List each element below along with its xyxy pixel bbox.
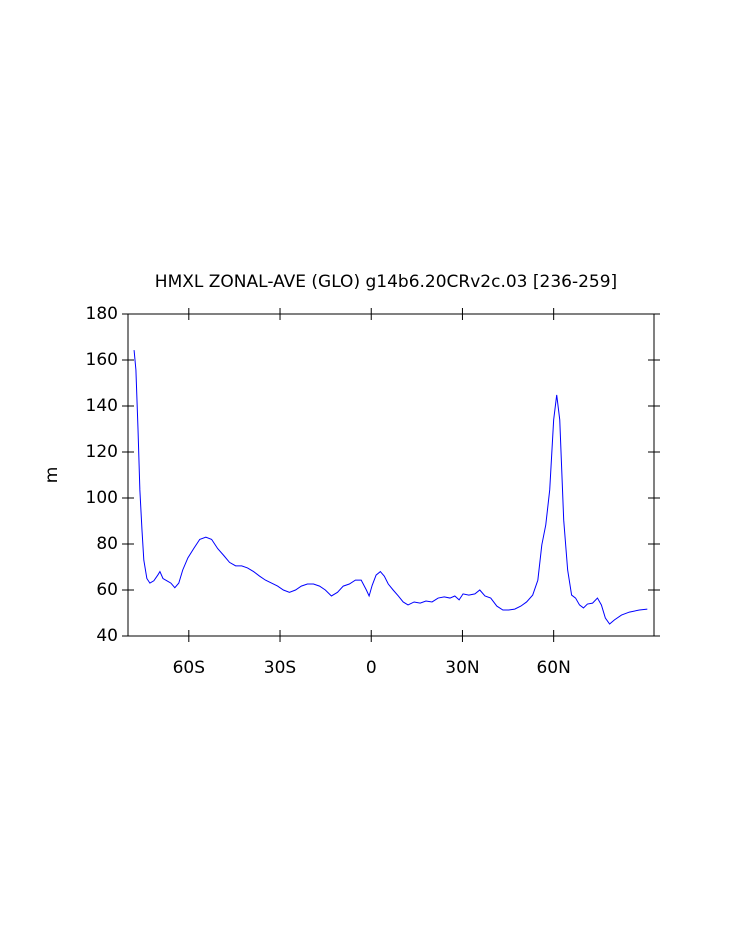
y-tick-label: 80 bbox=[96, 534, 118, 554]
plot-frame bbox=[127, 313, 655, 637]
y-tick-label: 140 bbox=[86, 396, 118, 416]
y-tick-label: 180 bbox=[86, 304, 118, 324]
chart-title: HMXL ZONAL-AVE (GLO) g14b6.20CRv2c.03 [2… bbox=[155, 272, 617, 292]
x-tick-label: 60N bbox=[536, 658, 570, 678]
y-tick-label: 100 bbox=[86, 488, 118, 508]
data-line bbox=[133, 350, 648, 625]
x-tick-label: 30N bbox=[445, 658, 479, 678]
x-tick-label: 60S bbox=[173, 658, 205, 678]
y-tick-label: 120 bbox=[86, 442, 118, 462]
y-axis-label: m bbox=[42, 467, 62, 484]
y-tick-label: 60 bbox=[96, 580, 118, 600]
y-tick-label: 160 bbox=[86, 350, 118, 370]
x-tick-label: 0 bbox=[366, 658, 377, 678]
y-tick-label: 40 bbox=[96, 626, 118, 646]
x-tick-label: 30S bbox=[264, 658, 296, 678]
